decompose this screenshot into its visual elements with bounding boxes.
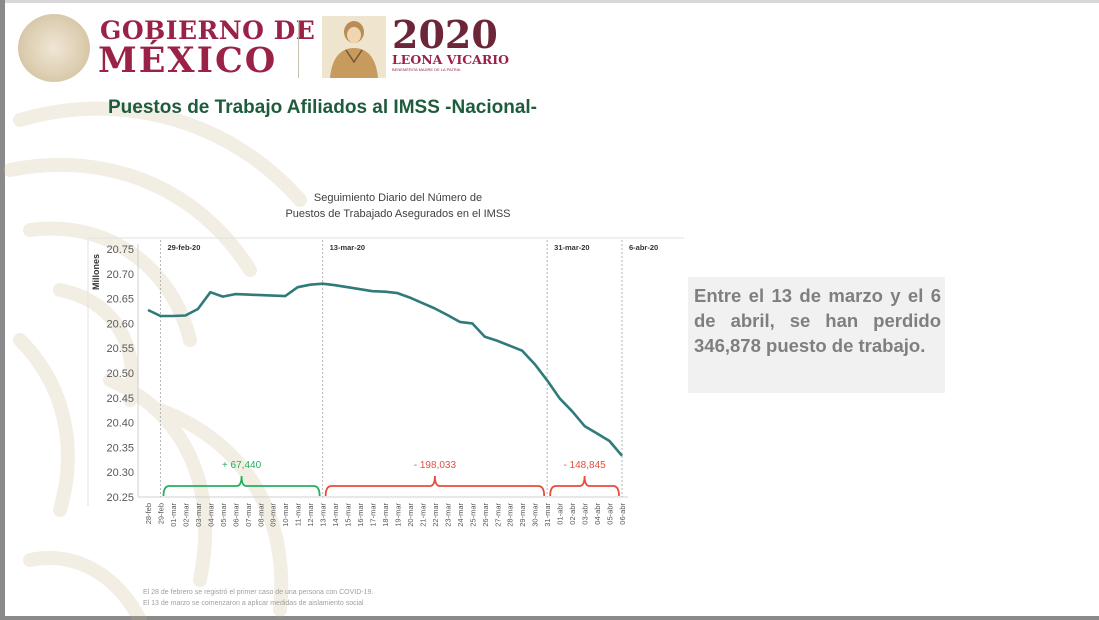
x-tick-label: 02-abr xyxy=(568,503,577,525)
x-tick-label: 15-mar xyxy=(344,503,353,527)
chart-title-line2: Puestos de Trabajado Asegurados en el IM… xyxy=(285,208,511,220)
chart-title: Seguimiento Diario del Número de Puestos… xyxy=(230,190,566,222)
x-tick-label: 04-mar xyxy=(206,503,215,527)
period-brace xyxy=(162,475,321,497)
y-tick-label: 20.75 xyxy=(106,244,134,256)
x-tick-label: 18-mar xyxy=(381,503,390,527)
x-tick-label: 01-mar xyxy=(169,503,178,527)
leona-vicario-portrait-icon xyxy=(322,16,386,78)
x-tick-label: 07-mar xyxy=(244,503,253,527)
footnotes: El 28 de febrero se registró el primer c… xyxy=(143,587,373,609)
reference-line-label: 29-feb-20 xyxy=(167,243,200,252)
slide-top-border xyxy=(0,0,1099,3)
x-tick-label: 28-mar xyxy=(506,503,515,527)
period-brace xyxy=(324,475,546,497)
y-tick-label: 20.30 xyxy=(106,467,134,479)
series-line xyxy=(147,282,623,457)
footnote-1: El 28 de febrero se registró el primer c… xyxy=(143,589,374,596)
y-tick-label: 20.45 xyxy=(106,393,134,405)
x-tick-label: 11-mar xyxy=(294,503,303,527)
y-tick-label: 20.35 xyxy=(106,442,134,454)
x-tick-label: 14-mar xyxy=(331,503,340,527)
eagle-watermark-icon xyxy=(3,101,307,620)
coat-of-arms-seal xyxy=(18,14,90,82)
x-tick-label: 22-mar xyxy=(431,503,440,527)
x-tick-label: 16-mar xyxy=(356,503,365,527)
summary-text: Entre el 13 de marzo y el 6 de abril, se… xyxy=(694,285,941,356)
x-tick-label: 02-mar xyxy=(181,503,190,527)
y-tick-label: 20.55 xyxy=(106,343,134,355)
x-tick-label: 17-mar xyxy=(369,503,378,527)
x-tick-label: 10-mar xyxy=(281,503,290,527)
x-tick-label: 09-mar xyxy=(269,503,278,527)
period-brace xyxy=(549,475,620,497)
government-logo-line1: GOBIERNO DE xyxy=(100,16,316,45)
x-tick-label: 12-mar xyxy=(306,503,315,527)
year-2020-logo: 2020 xyxy=(392,12,498,57)
page-title: Puestos de Trabajo Afiliados al IMSS -Na… xyxy=(108,97,538,118)
period-change-label: + 67,440 xyxy=(222,460,262,471)
x-tick-label: 05-abr xyxy=(606,503,615,525)
x-tick-label: 26-mar xyxy=(481,503,490,527)
leona-vicario-label: LEONA VICARIO xyxy=(392,52,509,67)
x-tick-label: 06-abr xyxy=(618,503,627,525)
y-tick-label: 20.60 xyxy=(106,318,134,330)
government-logo-line2: MÉXICO xyxy=(98,40,278,81)
x-tick-label: 19-mar xyxy=(393,503,402,527)
y-tick-label: 20.40 xyxy=(106,418,134,430)
slide-left-border xyxy=(0,0,5,620)
line-chart: 20.75 20.70 20.65 20.60 20.55 20.50 20.45 20.40… xyxy=(87,237,684,527)
x-tick-label: 27-mar xyxy=(493,503,502,527)
header-divider xyxy=(298,20,299,78)
x-tick-label: 04-abr xyxy=(593,503,602,525)
y-tick-label: 20.50 xyxy=(106,368,134,380)
x-tick-label: 06-mar xyxy=(231,503,240,527)
x-tick-label: 13-mar xyxy=(319,503,328,527)
x-tick-label: 01-abr xyxy=(556,503,565,525)
period-change-label: - 148,845 xyxy=(563,460,606,471)
x-tick-label: 23-mar xyxy=(443,503,452,527)
y-tick-label: 20.65 xyxy=(106,294,134,306)
x-tick-label: 25-mar xyxy=(468,503,477,527)
x-tick-label: 31-mar xyxy=(543,503,552,527)
summary-callout: Entre el 13 de marzo y el 6 de abril, se… xyxy=(688,277,945,393)
x-tick-label: 29-mar xyxy=(518,503,527,527)
reference-line-label: 13-mar-20 xyxy=(330,243,365,252)
chart-title-line1: Seguimiento Diario del Número de xyxy=(313,192,483,204)
y-tick-label: 20.70 xyxy=(106,269,134,281)
y-tick-label: 20.25 xyxy=(106,492,134,504)
x-tick-label: 03-mar xyxy=(194,503,203,527)
footnote-2: El 13 de marzo se comenzaron a aplicar m… xyxy=(143,600,364,607)
x-tick-label: 21-mar xyxy=(418,503,427,527)
reference-line-label: 31-mar-20 xyxy=(554,243,589,252)
y-axis-label: Millones xyxy=(91,254,101,290)
x-tick-label: 28-feb xyxy=(144,503,153,524)
reference-line-label: 6-abr-20 xyxy=(629,243,658,252)
period-change-label: - 198,033 xyxy=(414,460,457,471)
x-tick-label: 30-mar xyxy=(531,503,540,527)
x-tick-label: 20-mar xyxy=(406,503,415,527)
x-tick-label: 08-mar xyxy=(256,503,265,527)
slide-bottom-border xyxy=(0,616,1099,620)
x-tick-label: 24-mar xyxy=(456,503,465,527)
x-tick-label: 29-feb xyxy=(156,503,165,524)
leona-vicario-subtitle: BENEMÉRITA MADRE DE LA PATRIA xyxy=(392,67,461,72)
x-tick-label: 03-abr xyxy=(581,503,590,525)
x-tick-label: 05-mar xyxy=(219,503,228,527)
